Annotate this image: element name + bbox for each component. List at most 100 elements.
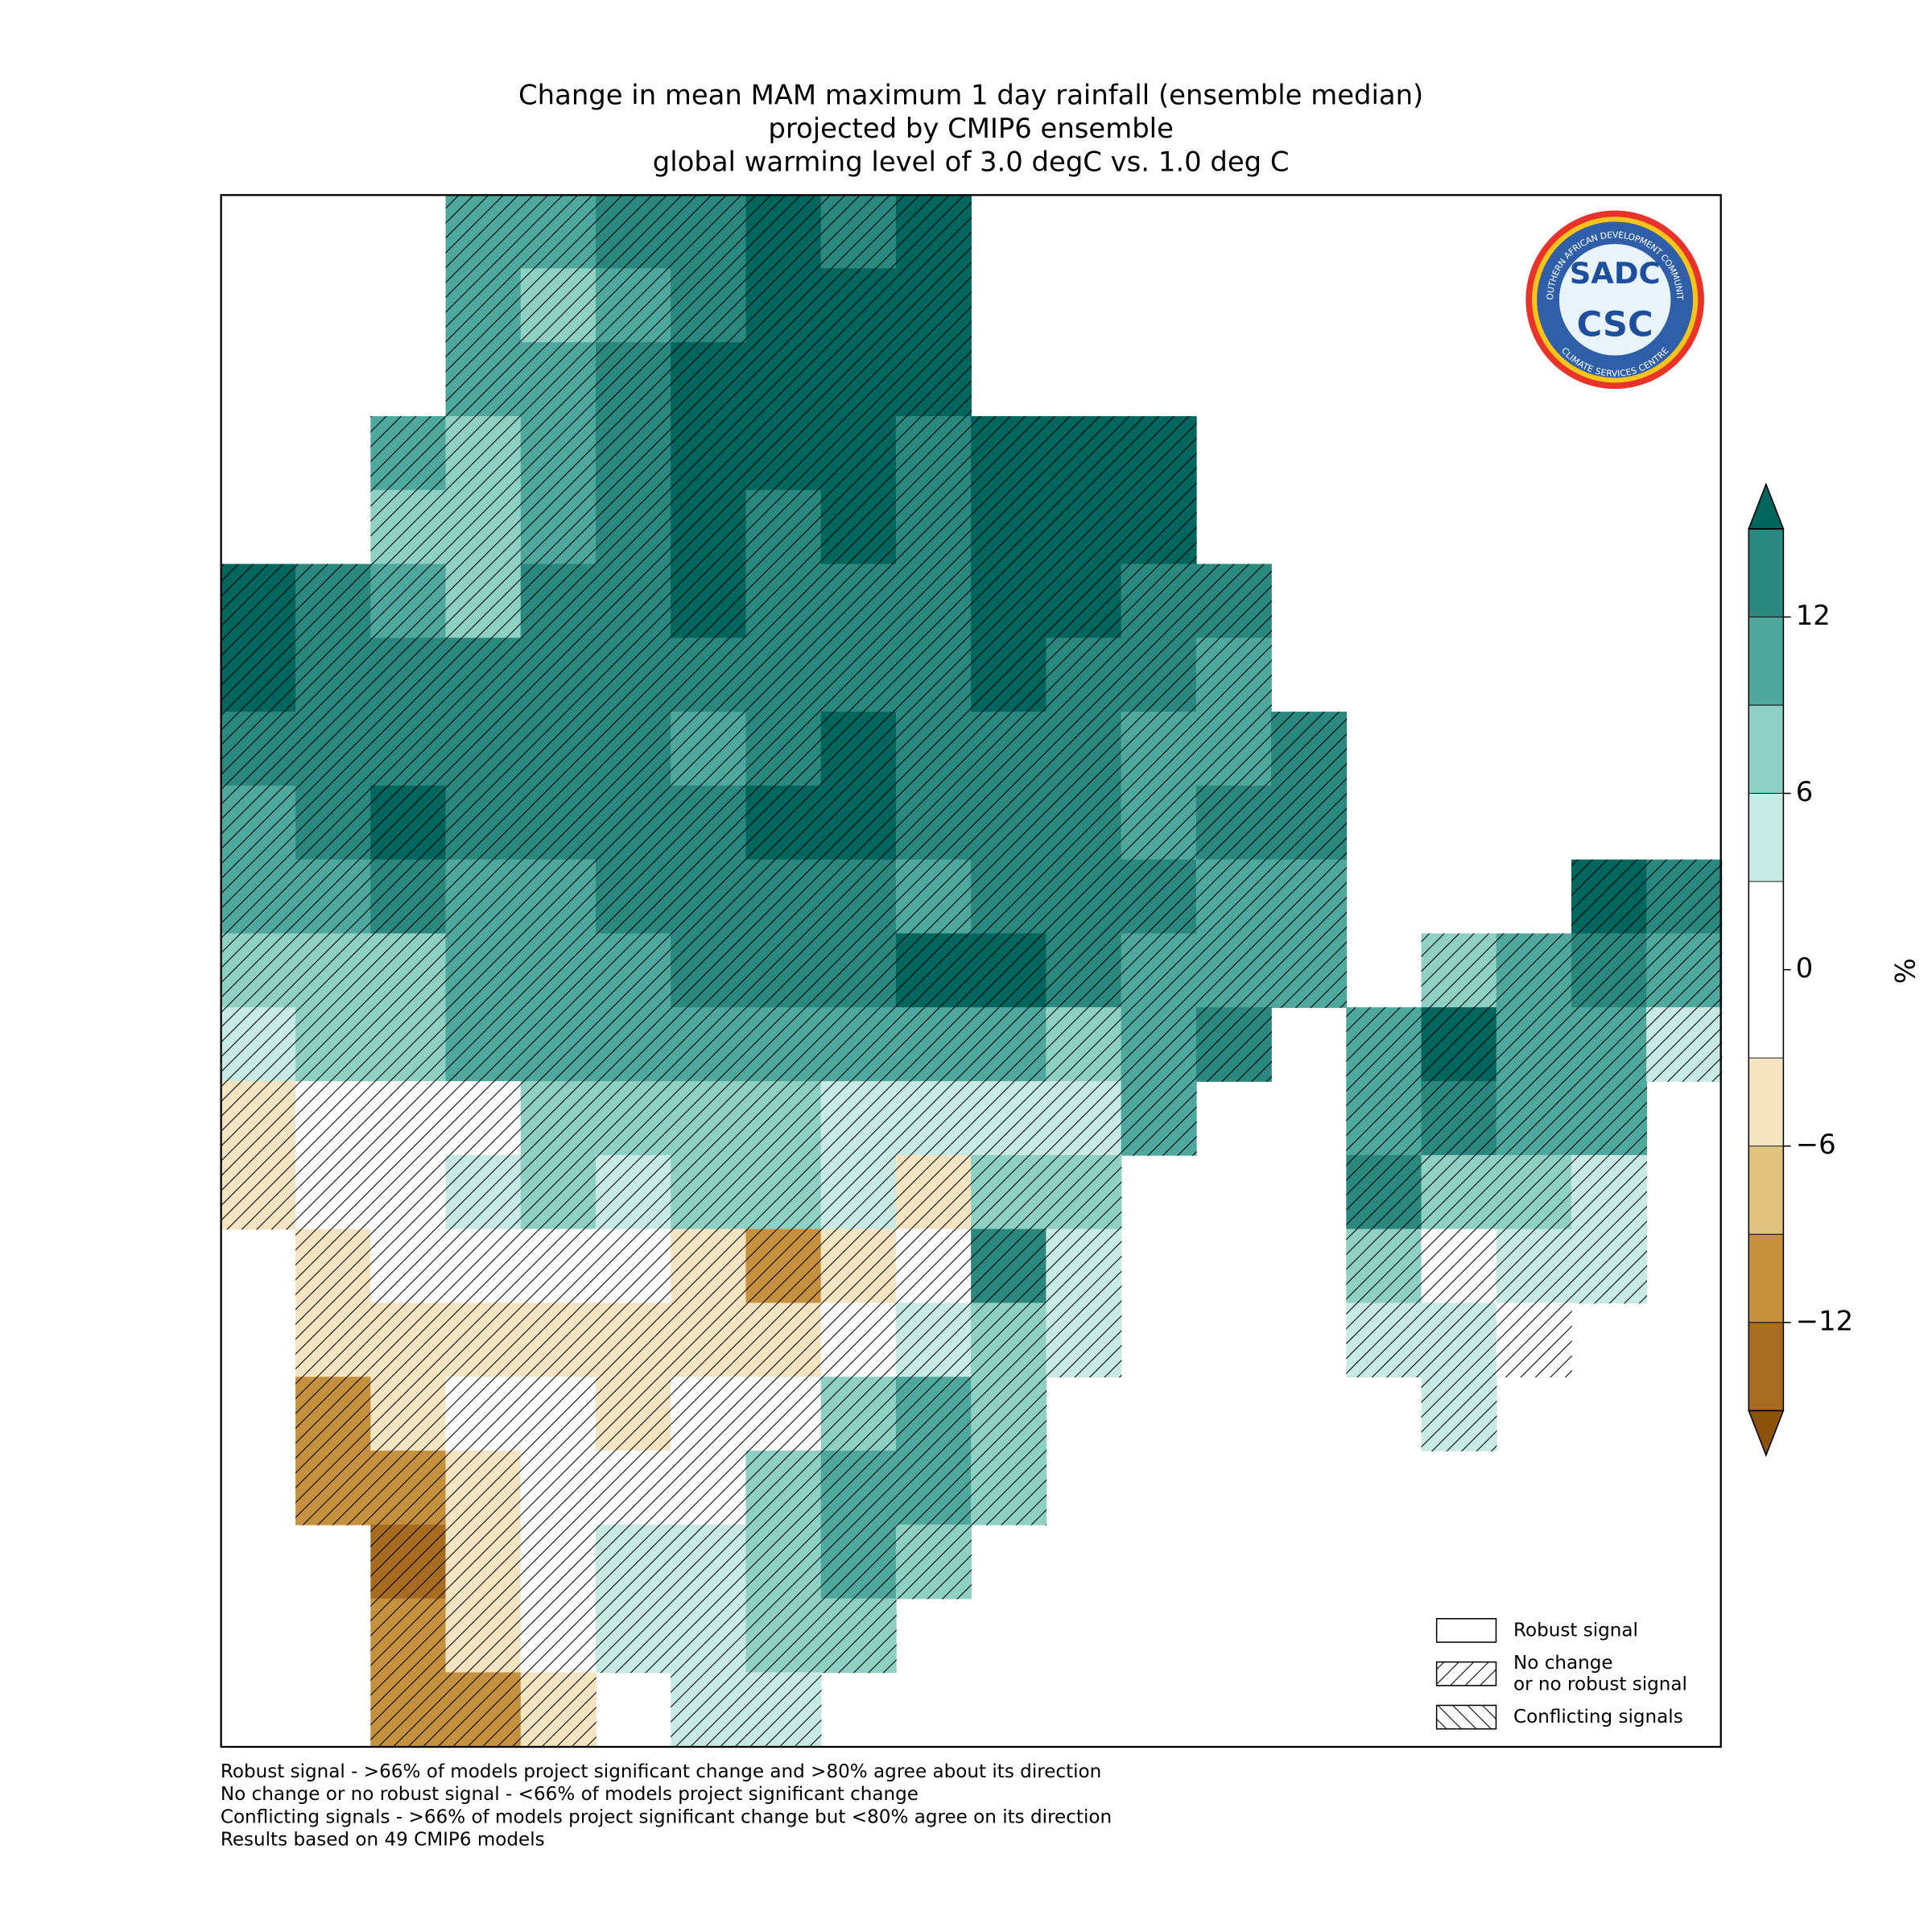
legend-label: No change or no robust signal — [1513, 1653, 1687, 1695]
hatch — [520, 1524, 597, 1600]
hatch — [745, 1081, 822, 1156]
hatch — [820, 859, 897, 935]
hatch — [520, 1377, 597, 1451]
hatch — [1571, 1081, 1647, 1156]
hatch — [1046, 1302, 1122, 1378]
hatch — [1046, 638, 1122, 712]
hatch — [671, 415, 747, 491]
hatch — [1346, 1302, 1422, 1378]
hatch — [1421, 1154, 1497, 1230]
hatch — [1121, 712, 1197, 786]
hatch — [220, 564, 296, 639]
hatch — [520, 1598, 597, 1674]
hatch — [370, 933, 447, 1009]
hatch — [820, 342, 897, 417]
hatch — [1646, 859, 1723, 935]
hatch — [1421, 1302, 1497, 1378]
hatch — [445, 194, 522, 270]
hatch — [820, 194, 897, 270]
hatch — [895, 342, 972, 417]
hatch — [971, 1451, 1047, 1525]
title-line: Change in mean MAM maximum 1 day rainfal… — [518, 79, 1423, 110]
hatch — [445, 1377, 522, 1451]
hatch — [1121, 415, 1197, 491]
hatch — [1046, 859, 1122, 935]
hatch — [1346, 1154, 1422, 1230]
colorbar-band — [1748, 1234, 1784, 1323]
hatch — [745, 1302, 822, 1378]
hatch — [220, 1154, 296, 1230]
hatch — [596, 1007, 671, 1082]
hatch — [220, 712, 296, 786]
hatch — [220, 859, 296, 935]
hatch — [596, 1598, 671, 1674]
hatch — [971, 1007, 1047, 1082]
hatch — [1121, 1081, 1197, 1156]
hatch — [745, 1377, 822, 1451]
hatch — [745, 933, 822, 1009]
hatch — [295, 1302, 372, 1378]
hatch — [520, 194, 597, 270]
hatch — [820, 933, 897, 1009]
hatch — [1346, 1007, 1422, 1082]
hatch — [596, 1377, 671, 1451]
hatch — [895, 1302, 972, 1378]
hatch — [445, 1154, 522, 1230]
footnote: Results based on 49 CMIP6 models — [221, 1830, 545, 1851]
hatch — [1421, 1081, 1497, 1156]
hatch — [445, 1007, 522, 1082]
hatch — [1046, 1081, 1122, 1156]
hatch — [370, 859, 447, 935]
hatch — [295, 1007, 372, 1082]
hatch — [445, 1081, 522, 1156]
hatch — [820, 415, 897, 491]
hatch — [971, 1302, 1047, 1378]
hatch — [971, 1154, 1047, 1230]
hatch — [295, 933, 372, 1009]
hatch — [520, 933, 597, 1009]
hatch — [520, 1672, 597, 1747]
colorbar-band — [1748, 617, 1784, 706]
hatch — [671, 1598, 747, 1674]
hatch — [1571, 1228, 1647, 1304]
hatch — [1646, 1007, 1723, 1082]
hatch — [1195, 638, 1272, 712]
hatch — [671, 342, 747, 417]
hatch — [1496, 1007, 1572, 1082]
hatch — [295, 1154, 372, 1230]
hatch — [596, 859, 671, 935]
hatch — [596, 489, 671, 565]
hatch — [971, 859, 1047, 935]
colorbar-tick-label: −12 — [1796, 1305, 1853, 1336]
colorbar-band — [1748, 881, 1784, 1059]
hatch — [520, 1081, 597, 1156]
hatch — [895, 268, 972, 343]
hatch — [445, 415, 522, 491]
hatch — [671, 194, 747, 270]
hatch — [596, 1154, 671, 1230]
hatch — [370, 785, 447, 861]
hatch — [1195, 1007, 1272, 1082]
hatch — [671, 859, 747, 935]
hatch — [445, 564, 522, 639]
hatch — [596, 1228, 671, 1304]
hatch — [370, 1672, 447, 1747]
hatch — [596, 415, 671, 491]
hatch — [596, 342, 671, 417]
hatch — [671, 712, 747, 786]
hatch — [745, 1451, 822, 1525]
hatch — [445, 638, 522, 712]
hatch — [295, 859, 372, 935]
hatch — [295, 1228, 372, 1304]
hatch — [1195, 712, 1272, 786]
legend-label: Robust signal — [1513, 1620, 1638, 1641]
hatch — [1496, 1154, 1572, 1230]
hatch — [671, 1524, 747, 1600]
colorbar-band — [1748, 528, 1784, 617]
hatch — [895, 1524, 972, 1600]
hatch — [220, 933, 296, 1009]
hatch — [520, 415, 597, 491]
hatch — [820, 1302, 897, 1378]
hatch — [745, 489, 822, 565]
hatch — [520, 342, 597, 417]
